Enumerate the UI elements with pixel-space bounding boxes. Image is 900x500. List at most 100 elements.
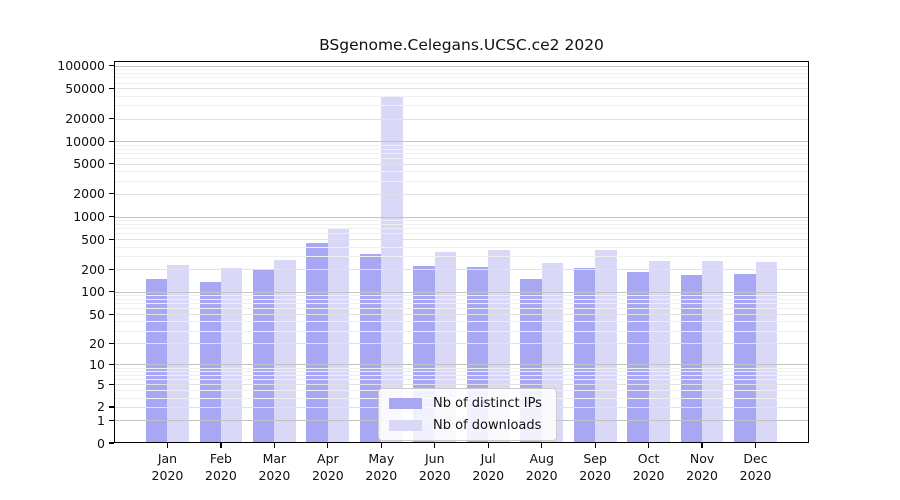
x-tick-label-line: 2020: [365, 467, 398, 483]
y-gridline-60000: [114, 82, 809, 84]
y-tick-label: 10000: [65, 133, 105, 149]
y-gridline-50: [114, 314, 809, 316]
y-gridline-10000: [114, 141, 809, 143]
x-tick-mark: [220, 443, 222, 448]
y-gridline-20000: [114, 118, 809, 120]
legend-item-downloads: Nb of downloads: [389, 418, 542, 433]
y-tick-mark: [109, 117, 114, 120]
bar-distinct-ips-jan: [146, 278, 168, 443]
x-tick-label-line: 2020: [686, 467, 718, 483]
legend-label: Nb of downloads: [433, 418, 542, 433]
x-tick-label: Aug 2020: [526, 451, 558, 484]
x-tick-label-line: Mar: [262, 451, 287, 466]
bar-distinct-ips-sep: [573, 267, 596, 443]
y-tick-label: 500: [81, 231, 105, 247]
bar-downloads-sep: [595, 250, 617, 443]
y-tick-mark: [109, 65, 114, 67]
y-gridline-6: [114, 379, 809, 381]
y-gridline-80000: [114, 73, 809, 74]
y-gridline-500: [114, 239, 809, 241]
legend: Nb of distinct IPs Nb of downloads: [378, 388, 557, 441]
x-tick-label-line: Feb: [209, 451, 232, 466]
y-gridline-5000: [114, 163, 809, 165]
x-tick-label: Apr 2020: [312, 451, 344, 484]
x-tick-label-line: Jan: [157, 451, 178, 466]
x-tick-label-line: 2020: [151, 467, 184, 483]
y-tick-mark: [109, 442, 114, 444]
x-tick-label-line: Jul: [480, 451, 496, 466]
y-tick-label: 0: [97, 435, 105, 451]
chart-title: BSgenome.Celegans.UCSC.ce2 2020: [319, 36, 604, 54]
y-gridline-400: [114, 246, 809, 248]
x-tick-mark: [594, 443, 596, 448]
plot-area: [114, 61, 809, 443]
x-tick-mark: [487, 443, 489, 448]
y-tick-mark: [109, 313, 114, 315]
y-tick-mark: [109, 140, 114, 142]
y-gridline-100: [114, 291, 809, 293]
y-gridline-5: [114, 384, 809, 386]
bar-downloads-mar: [274, 260, 296, 443]
y-tick-mark: [109, 406, 114, 408]
y-tick-mark: [109, 291, 114, 293]
bar-distinct-ips-feb: [199, 282, 221, 443]
x-tick-label-line: 2020: [258, 467, 291, 483]
y-gridline-10: [114, 364, 809, 366]
x-tick-label-line: Apr: [317, 451, 339, 466]
x-tick-mark: [701, 443, 703, 448]
y-gridline-60: [114, 308, 809, 310]
x-tick-label-line: Aug: [529, 451, 554, 466]
y-gridline-40000: [114, 95, 809, 97]
y-gridline-40: [114, 321, 809, 323]
x-tick-label: May 2020: [365, 451, 397, 484]
y-tick-label: 1: [97, 412, 105, 428]
y-tick-label: 20: [89, 335, 105, 351]
bar-distinct-ips-mar: [252, 270, 275, 443]
legend-item-distinct-ips: Nb of distinct IPs: [389, 396, 542, 411]
x-tick-label-line: 2020: [579, 467, 612, 483]
y-tick-mark: [109, 268, 114, 270]
y-gridline-30000: [114, 105, 809, 107]
bar-distinct-ips-oct: [627, 271, 649, 443]
x-tick-mark: [327, 443, 329, 448]
y-tick-label: 100: [81, 284, 105, 300]
x-tick-label-line: Dec: [743, 451, 768, 466]
x-tick-label-line: 2020: [739, 467, 772, 483]
x-tick-label-line: Oct: [637, 451, 660, 466]
y-gridline-700: [114, 228, 809, 230]
y-tick-mark: [109, 363, 114, 365]
y-tick-label: 50: [89, 306, 105, 322]
y-gridline-8000: [114, 148, 809, 150]
x-tick-label: Feb 2020: [205, 451, 237, 484]
y-tick-mark: [109, 87, 114, 90]
y-tick-label: 100000: [57, 58, 105, 74]
x-tick-label-line: Sep: [583, 451, 607, 466]
x-tick-label: Jan 2020: [152, 451, 184, 484]
y-tick-label: 5000: [73, 156, 105, 172]
bar-downloads-oct: [648, 260, 670, 443]
bar-downloads-nov: [702, 260, 724, 443]
x-tick-mark: [648, 443, 650, 448]
y-gridline-70000: [114, 77, 809, 79]
y-tick-label: 50000: [65, 80, 105, 96]
y-gridline-30: [114, 330, 809, 332]
x-tick-label-line: Nov: [689, 451, 715, 466]
x-tick-mark: [380, 443, 382, 448]
y-gridline-70: [114, 303, 809, 305]
bar-downloads-dec: [755, 261, 777, 443]
y-tick-label: 5: [97, 376, 105, 392]
x-tick-label-line: May: [368, 451, 395, 466]
y-gridline-200: [114, 269, 809, 271]
x-tick-label: Nov 2020: [686, 451, 718, 484]
x-tick-mark: [166, 443, 169, 448]
y-gridline-3000: [114, 180, 809, 182]
y-tick-label: 2: [97, 399, 105, 415]
x-tick-label: Dec 2020: [740, 451, 772, 484]
y-tick-mark: [109, 383, 114, 385]
y-gridline-8: [114, 371, 809, 372]
y-tick-mark: [109, 342, 114, 344]
x-tick-label-line: 2020: [472, 467, 505, 483]
y-gridline-20: [114, 343, 809, 345]
bar-downloads-feb: [220, 268, 243, 443]
